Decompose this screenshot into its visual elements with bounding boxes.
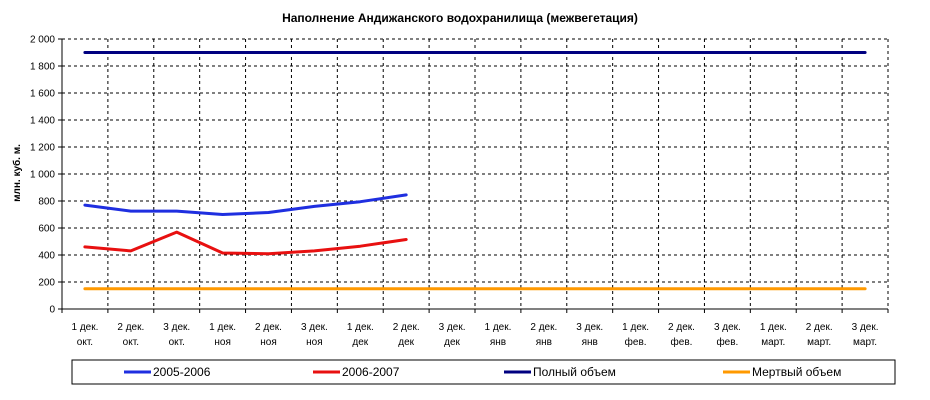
y-tick-label: 800 (38, 197, 55, 208)
y-tick-labels: 0 200 400 600 800 1 000 1 200 1 400 1 600 1 800 2 … (30, 35, 55, 316)
x-tick-label: дек (352, 337, 368, 348)
y-tick-label: 1 800 (30, 62, 55, 73)
x-tick-label: 2 дек. (530, 322, 557, 333)
x-tick-label: 3 дек. (852, 322, 879, 333)
x-tick-label: ноя (260, 337, 277, 348)
y-tick-label: 1 600 (30, 89, 55, 100)
x-tick-label: фев. (671, 336, 693, 348)
x-tick-label: янв (582, 337, 598, 348)
y-tick-label: 1 000 (30, 170, 55, 181)
chart-title: Наполнение Андижанского водохранилища (м… (282, 11, 638, 25)
x-tick-label: 3 дек. (439, 322, 466, 333)
series-line-2 (83, 230, 408, 256)
y-axis-label: млн. куб. м. (11, 144, 23, 202)
legend-box (71, 359, 896, 385)
y-tick-label: 1 400 (30, 116, 55, 127)
series-lines (83, 51, 867, 291)
legend: 2005-2006 2006-2007 Полный объем Мертвый об… (124, 365, 841, 379)
series-line-1 (83, 193, 408, 216)
x-tick-label: март. (761, 337, 785, 348)
x-tick-label: 1 дек. (760, 322, 787, 333)
x-tick-label: янв (536, 337, 552, 348)
x-tick-label: 2 дек. (255, 322, 282, 333)
legend-label-3: Полный объем (533, 365, 616, 379)
x-tick-label: дек (444, 337, 460, 348)
x-tick-label: янв (490, 337, 506, 348)
x-tick-label: ноя (306, 337, 323, 348)
x-tick-label: март. (807, 337, 831, 348)
x-tick-label: март. (853, 337, 877, 348)
x-tick-label: окт. (77, 337, 93, 348)
x-tick-label: 3 дек. (163, 322, 190, 333)
axes (58, 38, 889, 313)
y-tick-label: 600 (38, 224, 55, 235)
x-tick-label: 1 дек. (347, 322, 374, 333)
legend-label-1: 2005-2006 (153, 365, 211, 379)
legend-label-4: Мертвый объем (752, 365, 841, 379)
x-tick-label: окт. (123, 337, 139, 348)
x-tick-label: дек (398, 337, 414, 348)
x-tick-label: ноя (214, 337, 231, 348)
y-tick-label: 200 (38, 278, 55, 289)
x-tick-label: фев. (625, 336, 647, 348)
y-tick-label: 2 000 (30, 35, 55, 46)
x-tick-label: 2 дек. (393, 322, 420, 333)
y-tick-label: 400 (38, 251, 55, 262)
x-tick-label: 2 дек. (117, 322, 144, 333)
x-tick-label: 3 дек. (576, 322, 603, 333)
y-tick-label: 1 200 (30, 143, 55, 154)
x-tick-label: 1 дек. (209, 322, 236, 333)
x-tick-label: фев. (716, 336, 738, 348)
y-tick-label: 0 (49, 305, 55, 316)
x-tick-label: 1 дек. (71, 322, 98, 333)
grid-lines (62, 38, 889, 309)
x-tick-label: 2 дек. (806, 322, 833, 333)
x-tick-label: 3 дек. (301, 322, 328, 333)
x-tick-label: 2 дек. (668, 322, 695, 333)
x-tick-label: окт. (169, 337, 185, 348)
x-tick-label: 3 дек. (714, 322, 741, 333)
x-tick-label: 1 дек. (622, 322, 649, 333)
x-tick-labels: 1 дек. окт. 2 дек. окт. 3 дек. окт. 1 дек. ноя 2… (71, 322, 878, 348)
x-tick-label: 1 дек. (484, 322, 511, 333)
legend-label-2: 2006-2007 (342, 365, 400, 379)
